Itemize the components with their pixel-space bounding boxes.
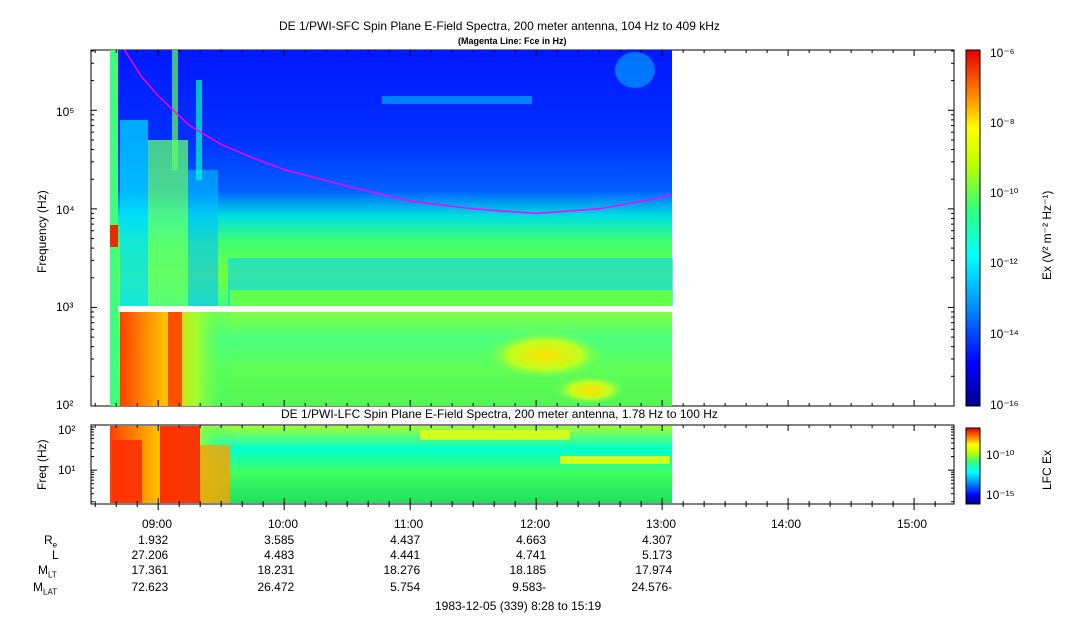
- orbit-label-l: L: [52, 548, 59, 562]
- x-tick-label: 14:00: [771, 517, 802, 531]
- x-tick-label: 11:00: [394, 517, 424, 531]
- x-tick-label: 12:00: [520, 517, 551, 531]
- lfc-ytick: 10¹: [58, 463, 76, 477]
- orbit-label-re: Re: [44, 533, 58, 550]
- orbit-value: 4.741: [516, 548, 547, 562]
- orbit-value: 4.307: [642, 533, 673, 547]
- cbar-tick: 10⁻¹⁰: [990, 186, 1019, 200]
- axis-ticks: [91, 50, 954, 510]
- orbit-value: 4.663: [516, 533, 547, 547]
- sfc-ytick: 10²: [56, 398, 74, 412]
- cbar-tick: 10⁻¹²: [990, 256, 1018, 270]
- lfc-cbar-tick: 10⁻¹⁵: [986, 488, 1015, 502]
- orbit-value: 5.754: [390, 580, 421, 594]
- lfc-colorbar-label: LFC Ex: [1040, 449, 1054, 490]
- orbit-value: 17.361: [131, 563, 169, 577]
- lfc-cbar-tick: 10⁻¹⁰: [986, 448, 1015, 462]
- orbit-value: 72.623: [131, 580, 169, 594]
- orbit-value: 18.231: [257, 563, 295, 577]
- orbit-value: 3.585: [264, 533, 295, 547]
- sfc-ytick: 10⁴: [56, 203, 75, 217]
- x-tick-label: 10:00: [268, 517, 299, 531]
- x-tick-label: 09:00: [142, 517, 173, 531]
- lfc-ytick: 10²: [58, 423, 76, 437]
- orbit-value: 17.974: [635, 563, 673, 577]
- sfc-ytick: 10³: [56, 300, 74, 314]
- orbit-value: 1.932: [138, 533, 169, 547]
- orbit-value: 27.206: [131, 548, 169, 562]
- orbit-label-mlat: MLAT: [33, 580, 58, 597]
- lfc-colorbar: [965, 427, 981, 505]
- sfc-subtitle: (Magenta Line: Fce in Hz): [458, 36, 567, 46]
- orbit-value: 18.185: [509, 563, 547, 577]
- orbit-value: 4.483: [264, 548, 295, 562]
- time-range-caption: 1983-12-05 (339) 8:28 to 15:19: [435, 599, 602, 613]
- sfc-spectrogram: [110, 50, 673, 406]
- orbit-value: 4.437: [390, 533, 421, 547]
- sfc-colorbar-label: Ex (V² m⁻² Hz⁻¹): [1040, 190, 1054, 280]
- sfc-title: DE 1/PWI-SFC Spin Plane E-Field Spectra,…: [279, 19, 720, 33]
- sfc-colorbar: [965, 49, 981, 407]
- sfc-ytick: 10⁵: [56, 105, 75, 119]
- fce-line: [123, 49, 671, 215]
- cbar-tick: 10⁻⁸: [990, 116, 1015, 130]
- orbit-value: 26.472: [257, 580, 295, 594]
- lfc-title: DE 1/PWI-LFC Spin Plane E-Field Spectra,…: [281, 407, 718, 421]
- x-tick-label: 15:00: [897, 517, 928, 531]
- cbar-tick: 10⁻⁶: [990, 46, 1015, 60]
- orbit-value: 5.173: [642, 548, 673, 562]
- orbit-value: 4.441: [390, 548, 421, 562]
- orbit-label-mlt: MLT: [38, 563, 57, 580]
- orbit-value: -9.583: [512, 580, 547, 594]
- orbit-value: -24.576: [631, 580, 673, 594]
- cbar-tick: 10⁻¹⁶: [990, 398, 1019, 412]
- lfc-spectrogram: [110, 426, 672, 503]
- x-tick-label: 13:00: [646, 517, 677, 531]
- cbar-tick: 10⁻¹⁴: [990, 327, 1019, 341]
- orbit-value: 18.276: [383, 563, 421, 577]
